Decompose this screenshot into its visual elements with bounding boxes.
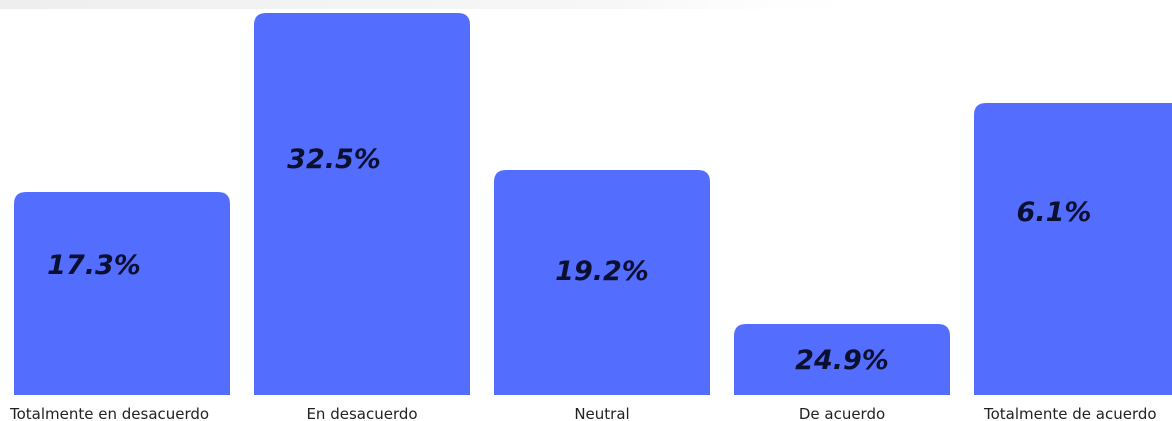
bar-2	[254, 13, 470, 395]
bar-3	[494, 170, 710, 395]
data-label-5: 6.1%	[1017, 197, 1092, 228]
x-axis-tick-labels: Totalmente en desacuerdo En desacuerdo Neu…	[9, 405, 1157, 421]
bar-4	[734, 324, 950, 395]
data-label-3: 19.2%	[555, 256, 649, 287]
x-tick-label-4: De acuerdo	[799, 405, 885, 421]
data-label-4: 24.9%	[795, 345, 889, 376]
bar-5	[974, 103, 1172, 395]
x-tick-label-1: Totalmente en desacuerdo	[9, 405, 209, 421]
x-tick-label-2: En desacuerdo	[306, 405, 417, 421]
top-shadow-strip	[0, 0, 890, 9]
data-label-2: 32.5%	[287, 144, 381, 175]
x-tick-label-5: Totalmente de acuerdo	[983, 405, 1157, 421]
bar-1	[14, 192, 230, 395]
data-labels-group: 17.3% 32.5% 19.2% 24.9% 6.1%	[47, 144, 1091, 376]
x-tick-label-3: Neutral	[574, 405, 629, 421]
bars-group	[14, 13, 1172, 395]
data-label-1: 17.3%	[47, 250, 141, 281]
